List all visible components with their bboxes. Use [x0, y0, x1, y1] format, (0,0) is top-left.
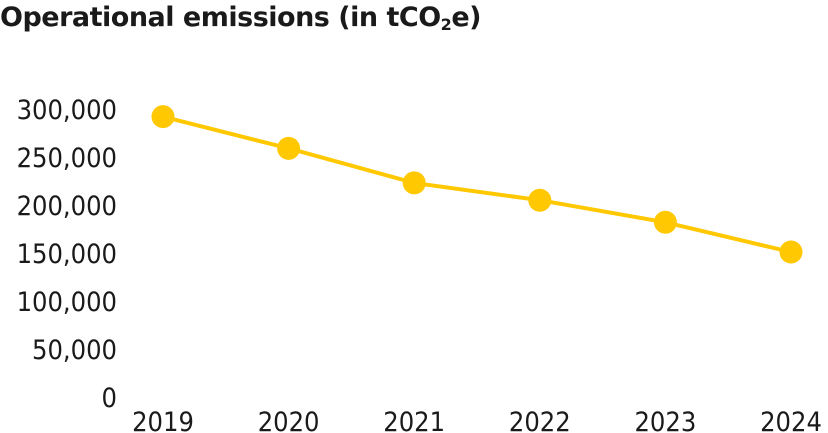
data-point [402, 171, 426, 195]
x-tick-label: 2024 [760, 407, 822, 433]
x-tick-label: 2022 [509, 407, 571, 433]
y-tick-label: 150,000 [17, 239, 117, 270]
y-tick-label: 200,000 [17, 191, 117, 222]
data-point [779, 240, 803, 264]
data-point [277, 136, 301, 160]
x-tick-label: 2021 [383, 407, 445, 433]
x-tick-label: 2020 [258, 407, 320, 433]
y-tick-label: 250,000 [17, 143, 117, 174]
x-tick-label: 2023 [634, 407, 696, 433]
data-point [653, 210, 677, 234]
data-point [528, 188, 552, 212]
series-line [162, 114, 792, 254]
y-tick-label: 100,000 [17, 287, 117, 318]
title-suffix: e) [451, 2, 481, 33]
y-tick-label: 300,000 [17, 95, 117, 126]
title-main: Operational emissions (in tCO [0, 2, 441, 33]
x-tick-label: 2019 [132, 407, 194, 433]
y-tick-label: 50,000 [32, 335, 117, 366]
y-tick-label: 0 [102, 383, 117, 414]
title-subscript: 2 [440, 15, 452, 34]
data-point [151, 105, 175, 129]
chart-title: Operational emissions (in tCO2e) [0, 2, 481, 34]
